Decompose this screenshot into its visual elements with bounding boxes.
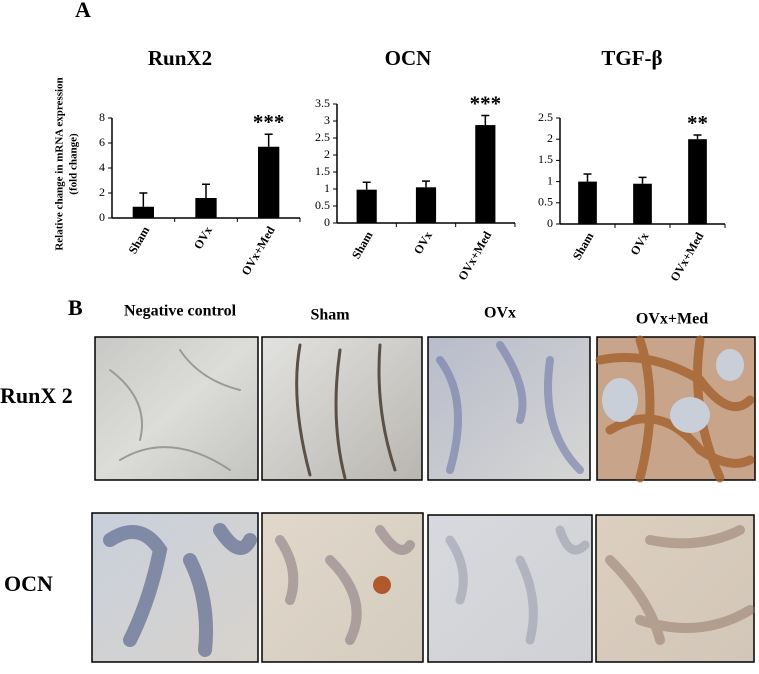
y-tick-label: 3 bbox=[324, 113, 330, 127]
bar bbox=[356, 189, 377, 223]
column-label: OVx+Med bbox=[636, 311, 708, 328]
chart-title: RunX2 bbox=[148, 46, 212, 70]
error-bar bbox=[638, 176, 647, 184]
panel-label: A bbox=[75, 0, 91, 22]
column-label: Negative control bbox=[124, 303, 237, 320]
y-axis-label: Relative change in mRNA expression bbox=[54, 77, 66, 250]
y-tick-label: 8 bbox=[99, 110, 105, 124]
x-tick-label: OVx bbox=[411, 229, 435, 257]
x-tick-label: Sham bbox=[349, 229, 376, 261]
chart-title: OCN bbox=[385, 46, 432, 70]
bar bbox=[195, 198, 217, 218]
micrograph bbox=[261, 512, 424, 663]
bar bbox=[475, 125, 496, 223]
error-bar bbox=[422, 180, 430, 188]
y-tick-label: 0.5 bbox=[315, 198, 330, 212]
y-tick-label: 0 bbox=[324, 215, 330, 229]
y-tick-label: 1 bbox=[547, 173, 553, 187]
chart-title: TGF-β bbox=[601, 46, 662, 70]
bar bbox=[578, 181, 597, 224]
panel-label: B bbox=[68, 295, 83, 320]
column-label: Sham bbox=[310, 307, 350, 324]
y-tick-label: 6 bbox=[99, 135, 105, 149]
x-tick-label: OVx+Med bbox=[455, 229, 494, 283]
micrograph bbox=[94, 336, 259, 481]
y-tick-label: 2 bbox=[324, 147, 330, 161]
y-tick-label: 1 bbox=[324, 181, 330, 195]
y-tick-label: 4 bbox=[99, 160, 105, 174]
error-bar bbox=[583, 173, 592, 182]
error-bar bbox=[693, 134, 702, 140]
micrograph bbox=[261, 336, 423, 481]
error-bar bbox=[202, 183, 210, 198]
bar bbox=[415, 187, 437, 223]
row-label: OCN bbox=[4, 571, 53, 596]
error-bar bbox=[264, 133, 273, 147]
y-tick-label: 2 bbox=[99, 185, 105, 199]
error-bar bbox=[362, 181, 371, 190]
x-tick-label: Sham bbox=[126, 224, 153, 256]
x-tick-label: OVx+Med bbox=[238, 224, 277, 278]
bar bbox=[688, 139, 707, 224]
y-tick-label: 1.5 bbox=[315, 164, 330, 178]
y-tick-label: 2.5 bbox=[315, 130, 330, 144]
micrographs bbox=[91, 336, 756, 663]
x-tick-label: Sham bbox=[570, 230, 597, 262]
x-tick-label: OVx+Med bbox=[667, 230, 706, 284]
y-tick-label: 0.5 bbox=[538, 195, 553, 209]
row-label: RunX 2 bbox=[0, 383, 73, 408]
y-tick-label: 2 bbox=[547, 131, 553, 145]
y-tick-label: 0 bbox=[99, 210, 105, 224]
y-axis-label: (fold change) bbox=[68, 133, 80, 195]
significance-label: ** bbox=[687, 111, 708, 135]
bar bbox=[633, 183, 652, 224]
error-bar bbox=[139, 192, 148, 207]
x-tick-label: OVx bbox=[191, 224, 215, 252]
micrograph-texture bbox=[103, 335, 755, 657]
y-tick-label: 3.5 bbox=[315, 96, 330, 110]
y-tick-label: 2.5 bbox=[538, 110, 553, 124]
x-tick-label: OVx bbox=[627, 230, 651, 258]
bar bbox=[132, 206, 154, 218]
column-label: OVx bbox=[484, 305, 516, 322]
significance-label: *** bbox=[253, 110, 285, 134]
error-bar bbox=[481, 114, 490, 126]
significance-label: *** bbox=[470, 91, 502, 115]
y-tick-label: 0 bbox=[547, 216, 553, 230]
y-tick-label: 1.5 bbox=[538, 152, 553, 166]
bar bbox=[258, 146, 280, 218]
